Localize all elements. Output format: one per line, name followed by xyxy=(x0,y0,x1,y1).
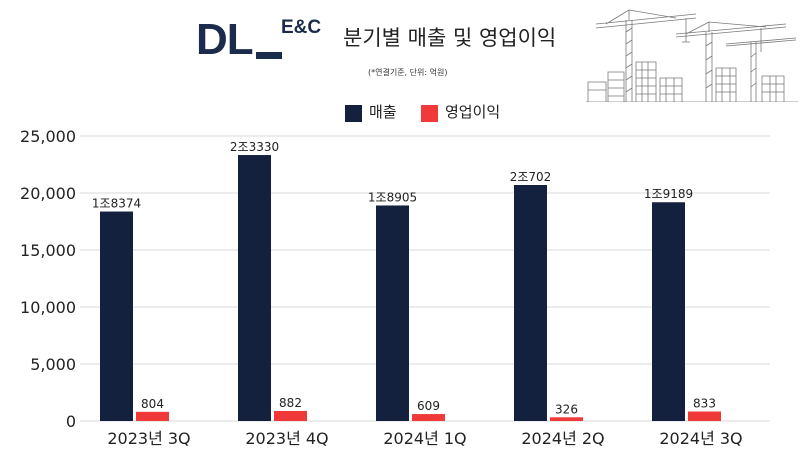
y-tick-label: 25,000 xyxy=(20,127,76,146)
data-label-revenue: 2조3330 xyxy=(230,140,279,154)
bar-operating-profit xyxy=(136,411,169,421)
x-tick-label: 2023년 4Q xyxy=(245,429,328,448)
y-tick-label: 0 xyxy=(66,412,76,431)
bar-revenue xyxy=(514,184,547,421)
chart-title: 분기별 매출 및 영업이익 xyxy=(343,26,557,50)
bar-operating-profit xyxy=(688,411,721,421)
y-tick-label: 10,000 xyxy=(20,298,76,317)
bar-operating-profit xyxy=(550,417,583,421)
data-label-revenue: 1조8905 xyxy=(368,190,417,204)
chart-subtitle: (*연결기준, 단위: 억원) xyxy=(368,68,448,77)
legend-label-revenue: 매출 xyxy=(369,103,397,121)
x-tick-label: 2023년 3Q xyxy=(107,429,190,448)
data-label-operating-profit: 326 xyxy=(555,402,578,416)
y-tick-label: 20,000 xyxy=(20,184,76,203)
x-tick-label: 2024년 2Q xyxy=(521,429,604,448)
y-tick-label: 5,000 xyxy=(30,355,76,374)
x-tick-label: 2024년 3Q xyxy=(659,429,742,448)
bar-operating-profit xyxy=(274,410,307,421)
y-tick-label: 15,000 xyxy=(20,241,76,260)
bar-operating-profit xyxy=(412,414,445,421)
data-label-revenue: 1조8374 xyxy=(92,197,141,211)
legend-label-operating-profit: 영업이익 xyxy=(445,103,501,121)
brand-logo-dl: DL xyxy=(196,15,254,64)
legend-swatch-revenue xyxy=(345,105,362,122)
legend-swatch-operating-profit xyxy=(421,105,438,122)
bar-revenue xyxy=(100,211,133,421)
data-label-revenue: 2조702 xyxy=(510,170,552,184)
bar-revenue xyxy=(652,202,685,421)
brand-logo-ec: E&C xyxy=(281,17,322,38)
brand-logo-underscore xyxy=(256,52,282,59)
data-label-operating-profit: 609 xyxy=(417,399,440,413)
construction-cranes-illustration xyxy=(586,9,798,102)
bar-revenue xyxy=(376,205,409,421)
data-label-operating-profit: 833 xyxy=(693,397,716,411)
data-label-revenue: 1조9189 xyxy=(644,187,693,201)
data-label-operating-profit: 804 xyxy=(141,397,164,411)
bar-revenue xyxy=(238,155,271,421)
x-tick-label: 2024년 1Q xyxy=(383,429,466,448)
data-label-operating-profit: 882 xyxy=(279,396,302,410)
